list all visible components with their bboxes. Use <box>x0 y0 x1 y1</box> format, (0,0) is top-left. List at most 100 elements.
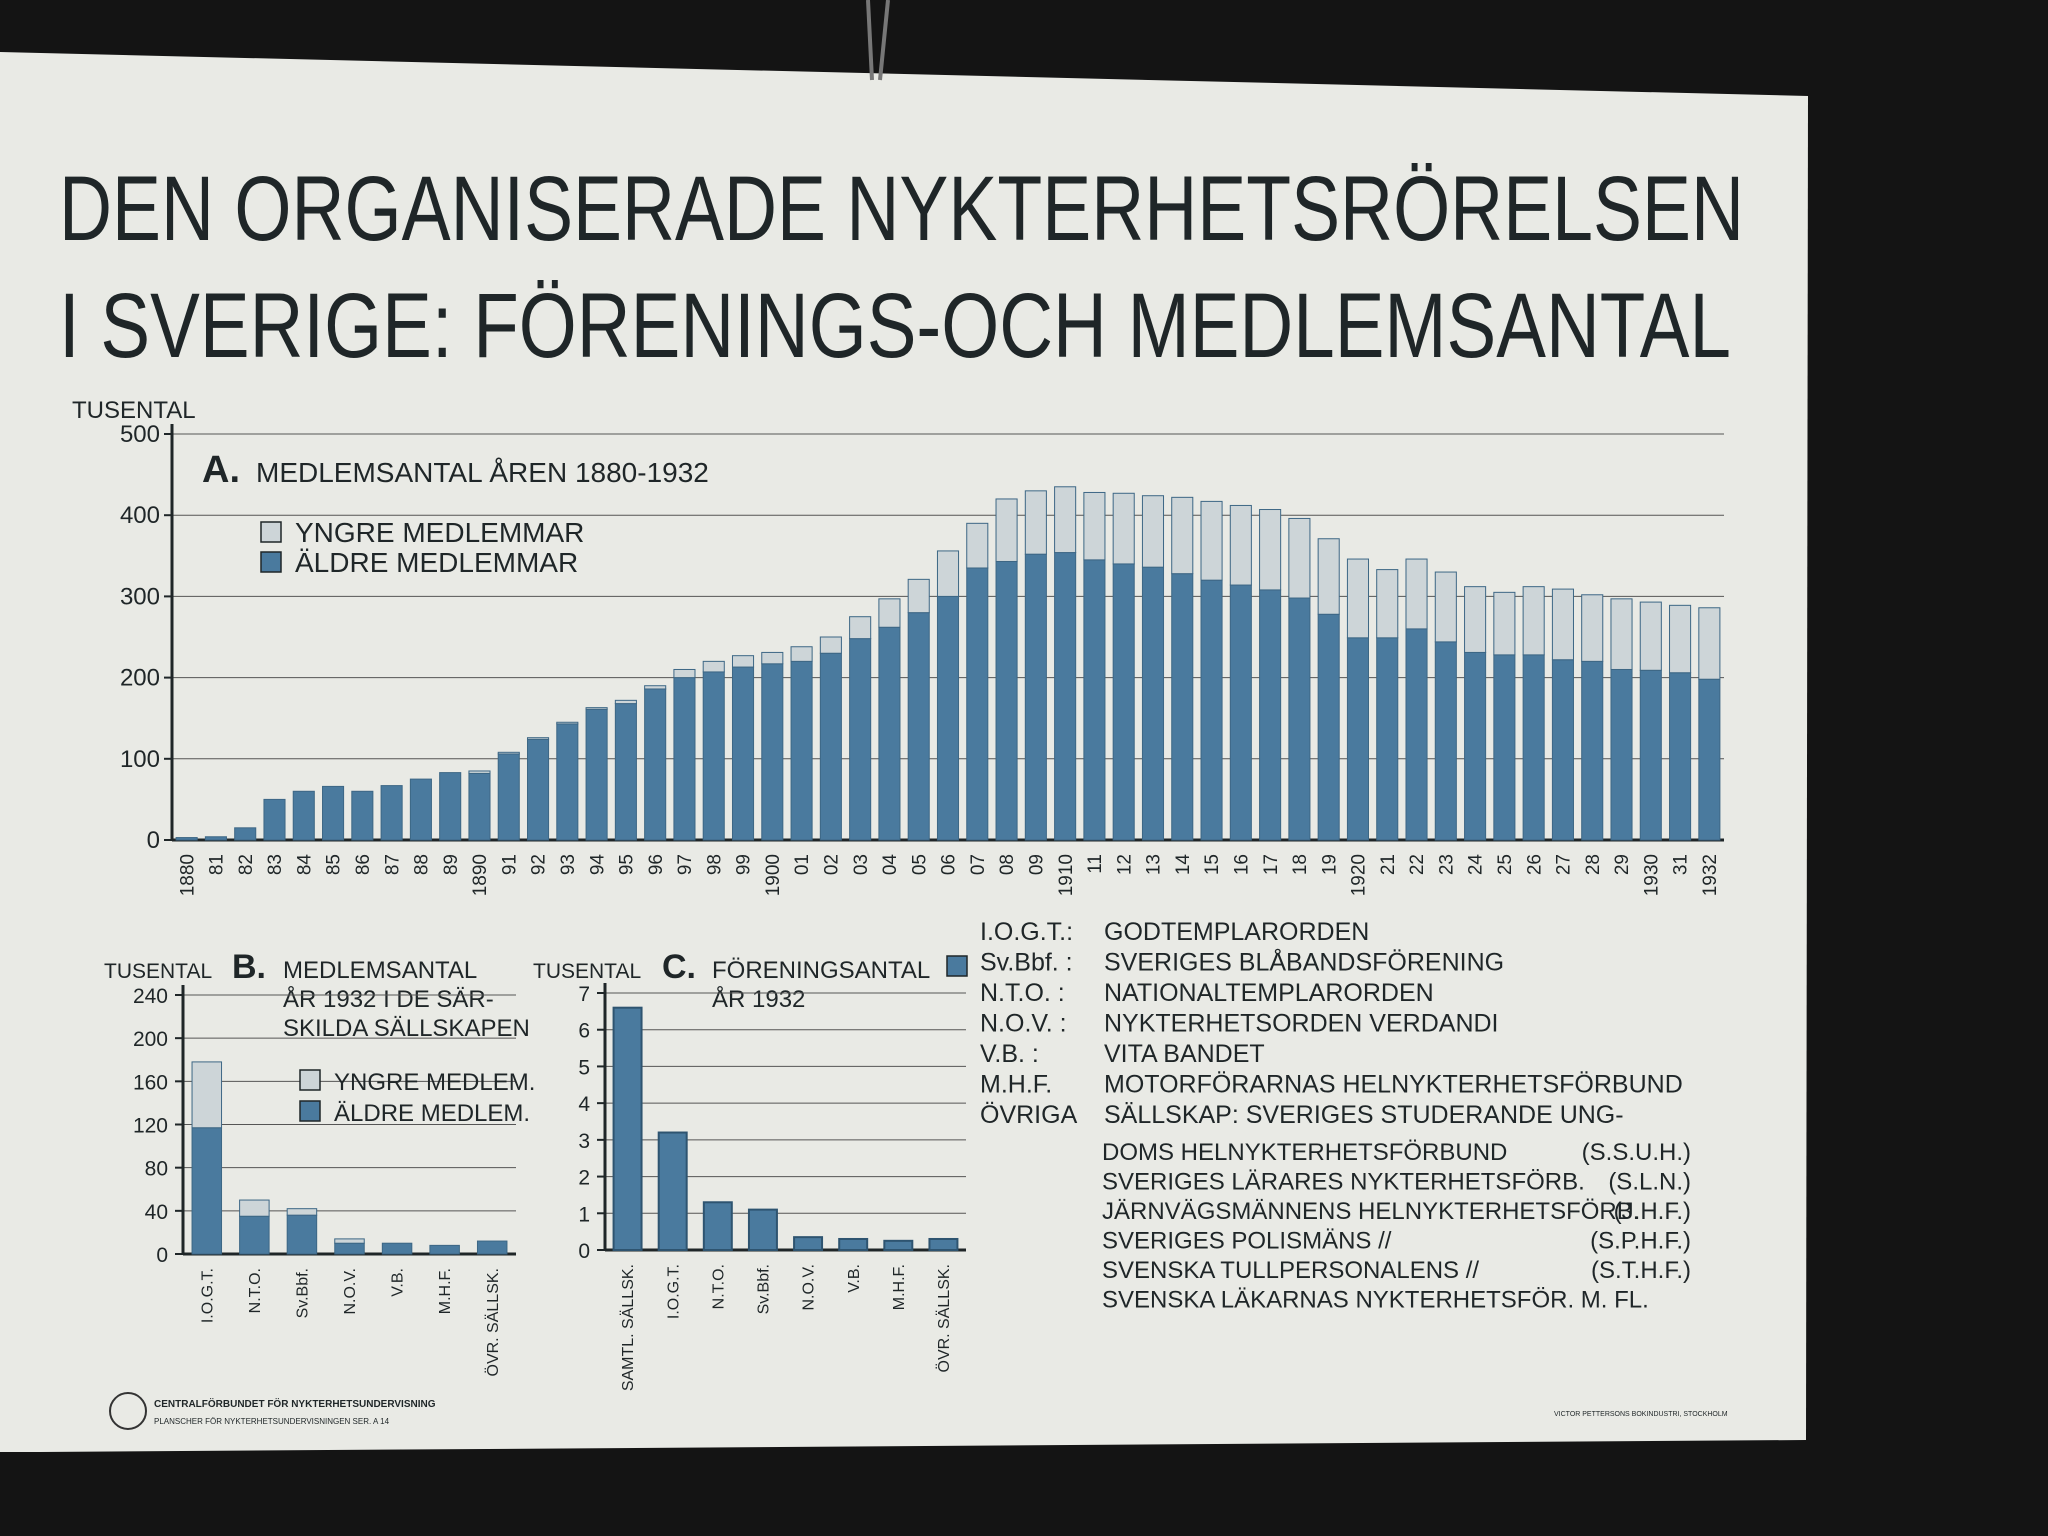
bar-segment <box>878 626 901 841</box>
x-tick-label: 98 <box>704 854 725 875</box>
x-tick-label: SAMTL. SÄLLSK. <box>619 1264 637 1391</box>
abbreviation-name: SVERIGES BLÅBANDSFÖRENING <box>1104 947 1504 977</box>
bar-segment <box>204 836 227 841</box>
bar-segment <box>1493 654 1516 841</box>
bar-segment <box>334 1238 365 1244</box>
x-tick-label: N.O.V. <box>801 1264 818 1311</box>
chart-label: C. <box>662 948 696 986</box>
bar-segment <box>1171 496 1194 575</box>
bar-segment <box>286 1208 318 1216</box>
bar-segment <box>702 660 725 673</box>
bar-segment <box>497 751 520 755</box>
y-tick-label: 6 <box>578 1020 590 1043</box>
x-tick-label: 15 <box>1202 854 1223 875</box>
x-tick-label: 16 <box>1231 854 1252 875</box>
legend-swatch <box>299 1100 321 1122</box>
bar-segment <box>1551 659 1574 841</box>
x-tick-label: 25 <box>1495 854 1516 875</box>
bar-segment <box>1141 566 1165 841</box>
bar-segment <box>1669 604 1692 674</box>
bar-segment <box>907 578 930 614</box>
bar-segment <box>1698 678 1721 841</box>
x-tick-label: 06 <box>939 854 960 875</box>
abbreviation: ÖVRIGA <box>980 1101 1078 1129</box>
bar-segment <box>761 663 784 841</box>
y-tick-label: 0 <box>156 1244 168 1267</box>
abbreviation-name: SÄLLSKAP: SVERIGES STUDERANDE UNG- <box>1104 1101 1624 1129</box>
chart-title: ÅR 1932 <box>712 985 805 1013</box>
society-name: SVENSKA TULLPERSONALENS // <box>1102 1257 1479 1284</box>
x-tick-label: 18 <box>1290 854 1311 875</box>
abbreviation: N.O.V. : <box>980 1010 1067 1038</box>
bar-segment <box>1112 563 1135 841</box>
legend-label: YNGRE MEDLEM. <box>334 1069 535 1096</box>
bar-segment <box>322 785 345 841</box>
bar-segment <box>907 612 930 841</box>
x-tick-label: 1930 <box>1641 854 1662 896</box>
bar-segment <box>1376 637 1399 841</box>
y-axis-label: TUSENTAL <box>104 960 212 983</box>
x-tick-label: 23 <box>1436 854 1457 875</box>
bar-segment <box>476 1240 508 1255</box>
x-tick-label: 28 <box>1583 854 1604 875</box>
x-tick-label: 09 <box>1026 854 1047 875</box>
x-tick-label: 24 <box>1466 854 1487 876</box>
x-tick-label: 81 <box>207 854 228 875</box>
bar-segment <box>1024 490 1047 555</box>
y-tick-label: 200 <box>120 665 160 692</box>
bar-segment <box>1317 538 1340 615</box>
x-tick-label: 91 <box>499 854 520 875</box>
bar-segment <box>1464 651 1487 841</box>
x-tick-label: 17 <box>1261 854 1282 875</box>
bar-segment <box>1346 558 1370 639</box>
legend-swatch <box>260 521 282 543</box>
bar-segment <box>1405 628 1428 841</box>
bar-segment <box>1434 571 1457 643</box>
bar-segment <box>1522 586 1545 656</box>
bar-segment <box>1405 558 1428 630</box>
abbreviation-name: NATIONALTEMPLARORDEN <box>1104 979 1434 1007</box>
x-tick-label: 87 <box>382 854 403 875</box>
bar-segment <box>468 772 491 841</box>
chart-title: MEDLEMSANTAL <box>283 957 477 984</box>
y-tick-label: 240 <box>133 985 168 1008</box>
x-tick-label: 26 <box>1524 854 1545 875</box>
main-title: I SVERIGE: FÖRENINGS-OCH MEDLEMSANTAL <box>59 275 1731 377</box>
x-tick-label: I.O.G.T. <box>665 1264 682 1319</box>
bar <box>702 1201 733 1252</box>
x-tick-label: 1880 <box>177 854 198 896</box>
bar <box>747 1208 778 1251</box>
bar-segment <box>1464 586 1487 653</box>
y-tick-label: 3 <box>578 1130 590 1153</box>
bar-segment <box>790 646 813 662</box>
bar-segment <box>526 737 550 740</box>
chart-title: SKILDA SÄLLSKAPEN <box>283 1015 530 1042</box>
x-tick-label: 88 <box>412 854 433 875</box>
abbreviation: M.H.F. <box>980 1071 1052 1099</box>
x-tick-label: 05 <box>909 854 930 875</box>
society-name: SVERIGES POLISMÄNS // <box>1102 1228 1392 1255</box>
bar-segment <box>936 550 960 597</box>
abbreviation: Sv.Bbf. : <box>980 949 1073 977</box>
x-tick-label: 08 <box>997 854 1018 875</box>
x-tick-label: 1932 <box>1700 854 1721 896</box>
x-tick-label: V.B. <box>846 1264 863 1293</box>
y-tick-label: 160 <box>133 1071 168 1094</box>
bar-segment <box>966 567 989 841</box>
x-tick-label: V.B. <box>390 1268 407 1297</box>
x-tick-label: N.O.V. <box>342 1268 359 1315</box>
bar-segment <box>702 671 725 841</box>
abbreviation-name: MOTORFÖRARNAS HELNYKTERHETSFÖRBUND <box>1104 1071 1683 1099</box>
bar <box>928 1237 959 1252</box>
bar-segment <box>351 790 374 841</box>
y-tick-label: 0 <box>578 1240 590 1263</box>
bar-segment <box>239 1199 270 1217</box>
abbreviation: V.B. : <box>980 1040 1039 1068</box>
x-tick-label: 84 <box>294 854 315 876</box>
y-tick-label: 400 <box>120 502 160 529</box>
bar-segment <box>1317 613 1340 841</box>
bar-segment <box>1434 641 1457 841</box>
x-tick-label: 89 <box>441 854 462 875</box>
bar-segment <box>1024 553 1047 841</box>
bar-segment <box>790 660 813 841</box>
